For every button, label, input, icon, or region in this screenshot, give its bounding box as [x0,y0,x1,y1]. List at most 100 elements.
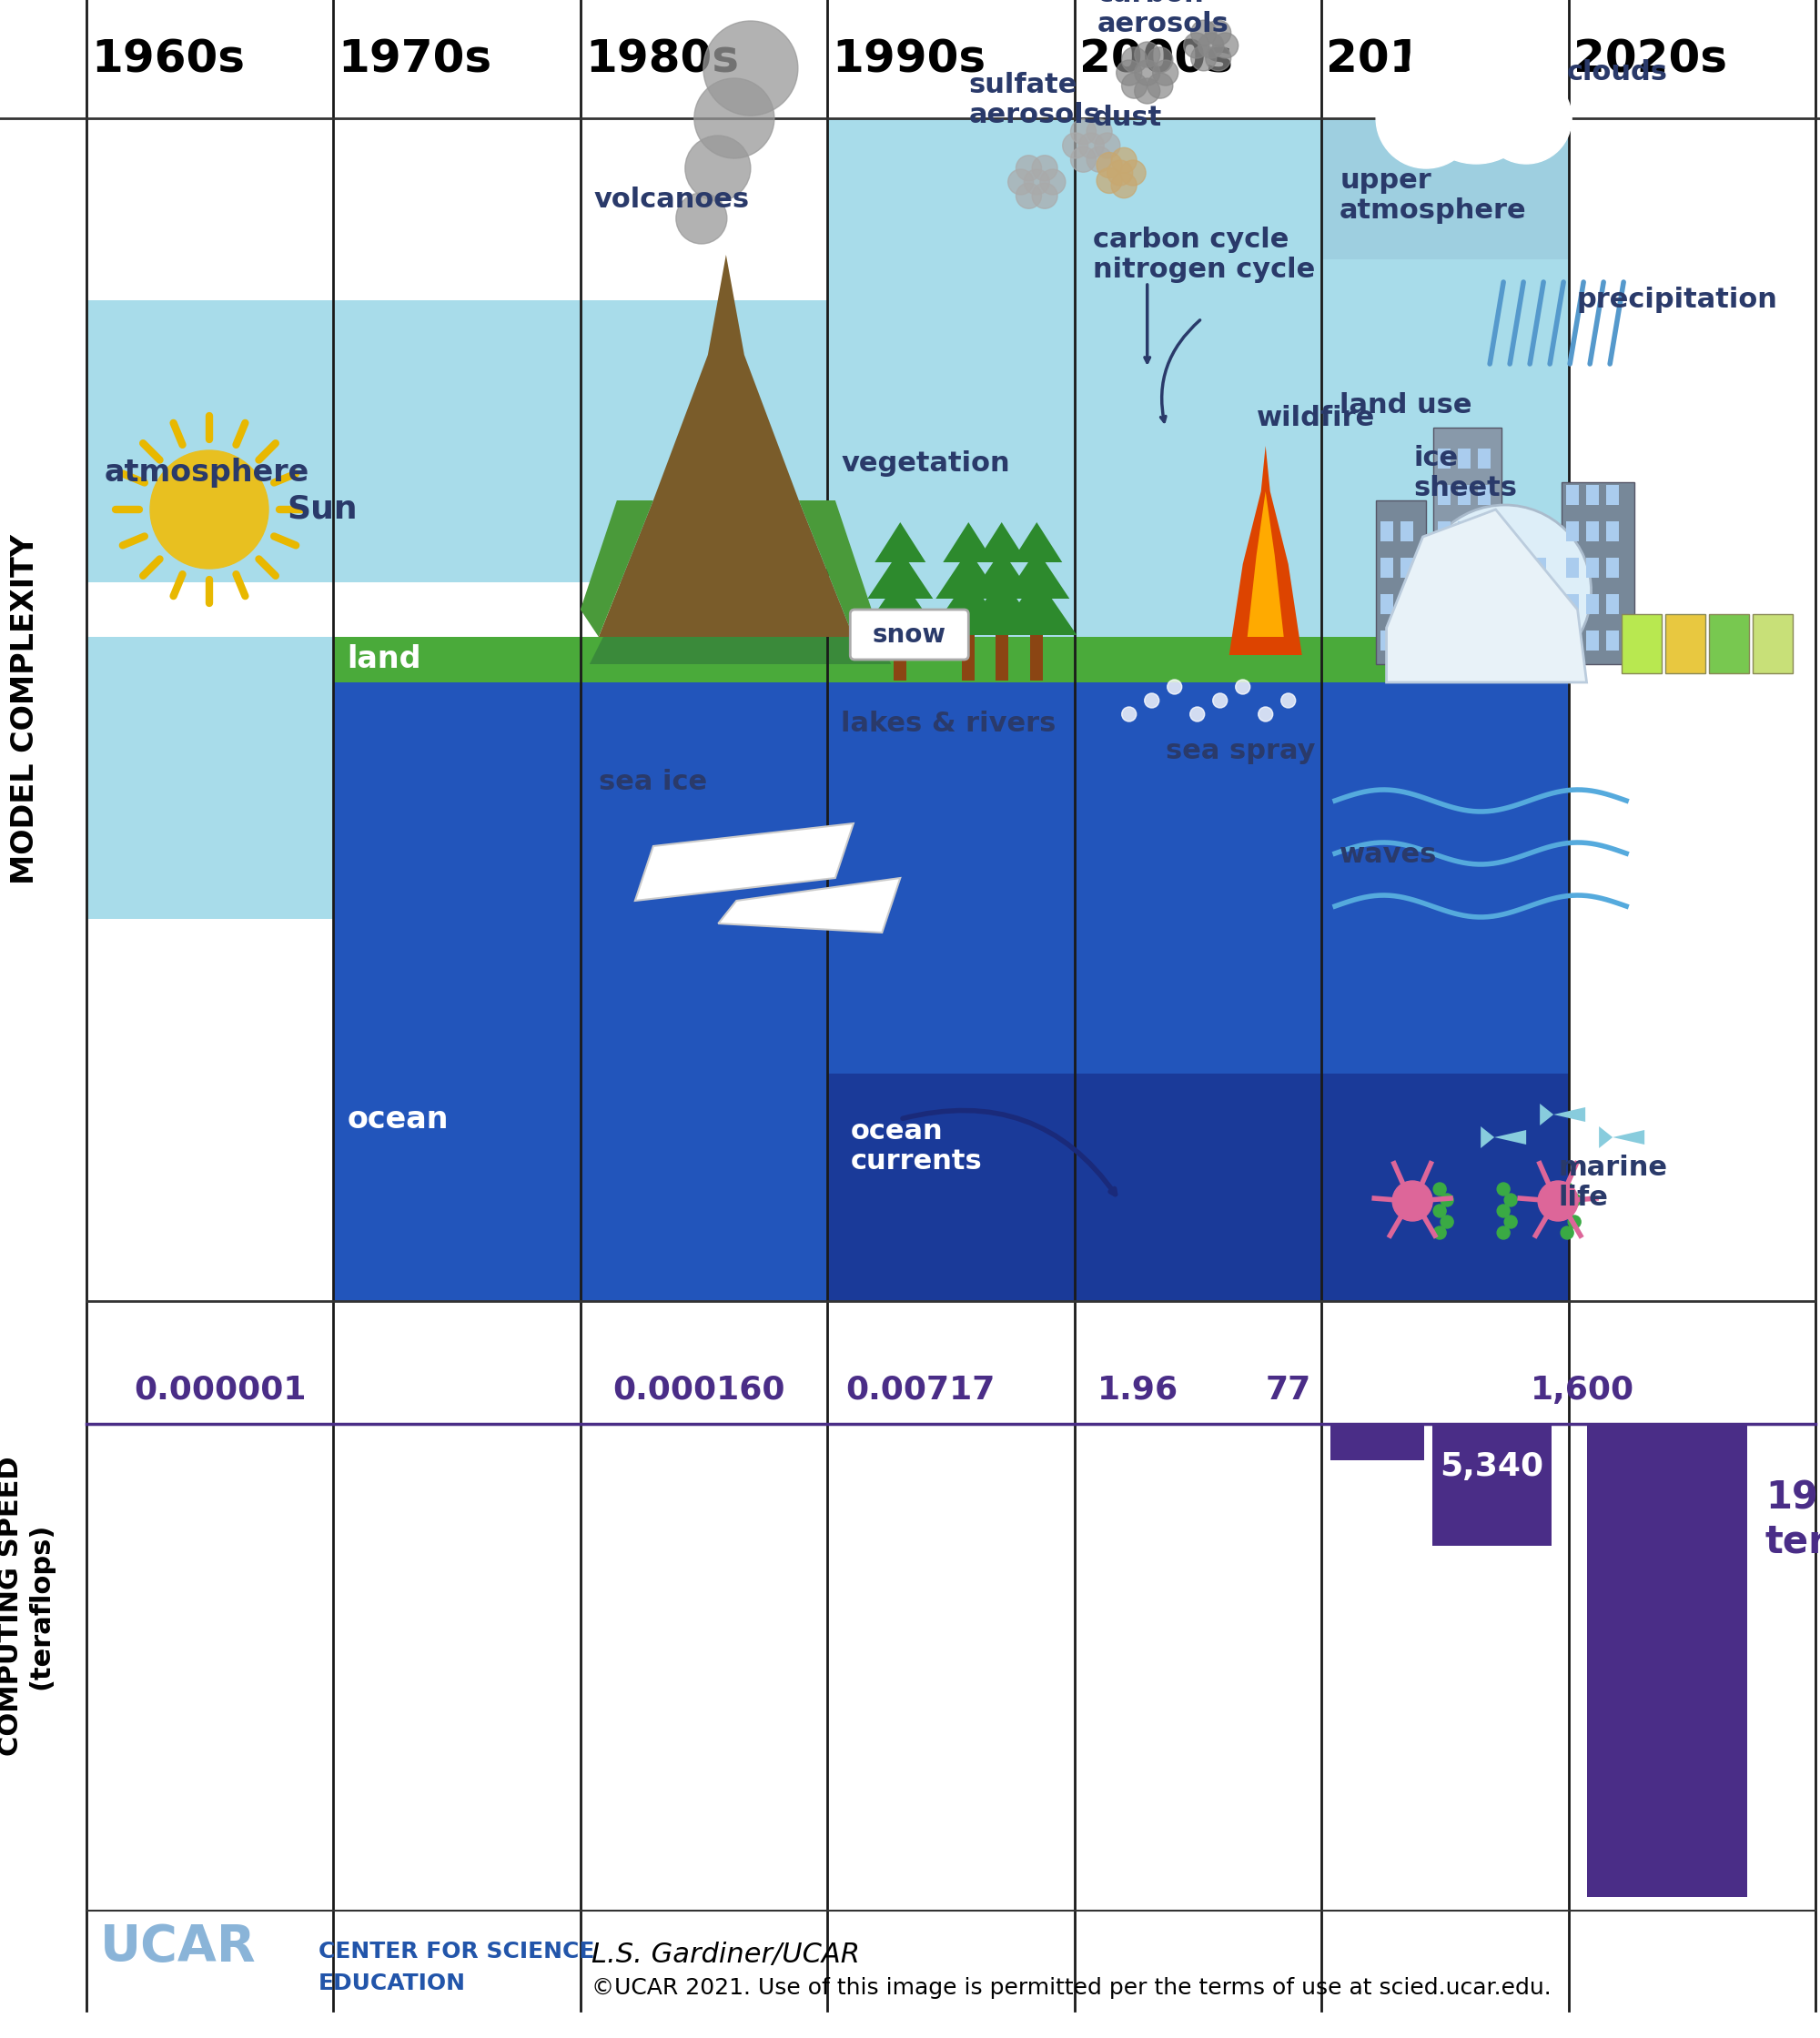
Circle shape [1112,173,1138,198]
Text: land: land [348,644,420,675]
Circle shape [1147,73,1172,98]
Polygon shape [861,577,941,636]
Text: 5,340: 5,340 [1440,1451,1543,1482]
Polygon shape [976,522,1026,562]
Bar [1587,558,1600,577]
FancyBboxPatch shape [850,609,968,660]
Circle shape [1145,693,1159,707]
Circle shape [1418,505,1591,679]
Circle shape [1063,132,1088,159]
Circle shape [1094,132,1119,159]
Text: ©UCAR 2021. Use of this image is permitted per the terms of use at scied.ucar.ed: ©UCAR 2021. Use of this image is permitt… [592,1977,1551,1999]
Polygon shape [635,823,854,901]
Circle shape [1121,707,1136,721]
Bar [1478,595,1491,613]
Bar [581,300,828,583]
Polygon shape [935,550,1001,599]
Bar [996,636,1008,681]
Polygon shape [1005,550,1070,599]
Bar [1709,613,1749,673]
Text: 1990s: 1990s [832,37,986,82]
Bar [1401,630,1414,650]
Circle shape [1107,161,1132,185]
Text: sulfate
aerosols: sulfate aerosols [968,71,1101,128]
Bar [1074,636,1321,683]
Bar [1321,118,1569,683]
Circle shape [1183,33,1208,59]
Bar [1401,522,1414,542]
Bar [1514,630,1527,650]
Bar [1607,485,1620,505]
Bar [1753,613,1793,673]
Circle shape [1562,1227,1574,1239]
Bar [1458,558,1471,577]
Circle shape [1070,147,1096,171]
Text: sea ice: sea ice [599,768,706,795]
Polygon shape [799,501,872,636]
Bar [1534,558,1547,577]
Bar [1534,595,1547,613]
Text: lakes & rivers: lakes & rivers [841,709,1056,736]
Circle shape [1121,73,1147,98]
Circle shape [1562,1182,1574,1196]
Polygon shape [943,522,994,562]
Circle shape [1212,693,1227,707]
Text: marine
life: marine life [1558,1154,1667,1211]
Bar [1607,595,1620,613]
Circle shape [1152,59,1178,86]
Circle shape [1121,161,1147,185]
Circle shape [1134,43,1159,67]
Circle shape [1008,169,1034,196]
Circle shape [1236,679,1250,695]
Bar [828,1074,1074,1300]
Text: COMPUTING SPEED
(teraflops): COMPUTING SPEED (teraflops) [0,1455,55,1757]
Bar [828,636,1074,683]
Circle shape [1097,153,1123,177]
Bar [581,636,828,683]
Text: 1960s: 1960s [91,37,244,82]
Bar [1567,595,1580,613]
Circle shape [1481,73,1572,163]
Bar [1458,485,1471,505]
Circle shape [1121,47,1147,73]
Text: L.S. Gardiner/UCAR: L.S. Gardiner/UCAR [592,1940,861,1967]
Circle shape [1116,59,1141,86]
Text: ocean
currents: ocean currents [850,1119,983,1174]
Text: carbon cycle
nitrogen cycle: carbon cycle nitrogen cycle [1092,226,1314,283]
Circle shape [693,77,774,159]
Bar [1401,558,1414,577]
Text: 1,600: 1,600 [1531,1376,1634,1406]
Circle shape [1569,1194,1582,1206]
Bar [828,683,1074,1300]
Bar [1607,630,1620,650]
Text: snow: snow [872,622,946,648]
Text: ocean: ocean [348,1105,448,1133]
Bar [1321,636,1569,683]
Bar [1330,1425,1425,1461]
Text: MODEL COMPLEXITY: MODEL COMPLEXITY [11,534,40,884]
Bar [1514,558,1527,577]
Bar [1030,636,1043,681]
Circle shape [1412,37,1540,163]
Text: Sun: Sun [288,493,357,526]
Bar [1567,522,1580,542]
Text: 2000s: 2000s [1079,37,1232,82]
Text: 2010s: 2010s [1327,37,1480,82]
Bar [1321,118,1569,259]
Circle shape [1087,147,1112,171]
Bar [333,300,581,583]
Text: 77: 77 [1265,1376,1310,1406]
Polygon shape [968,550,1034,599]
Text: 19,000+
teraflops: 19,000+ teraflops [1765,1478,1820,1561]
Circle shape [1205,45,1230,71]
Text: carbon
aerosols: carbon aerosols [1097,0,1228,37]
Text: 0.00717: 0.00717 [846,1376,996,1406]
Circle shape [1569,1215,1582,1229]
Bar [1622,613,1662,673]
Circle shape [1097,167,1123,194]
Bar [1321,683,1569,1300]
Circle shape [1212,33,1238,59]
Bar [1607,522,1620,542]
Text: 1.96: 1.96 [1097,1376,1178,1406]
Polygon shape [599,255,854,636]
